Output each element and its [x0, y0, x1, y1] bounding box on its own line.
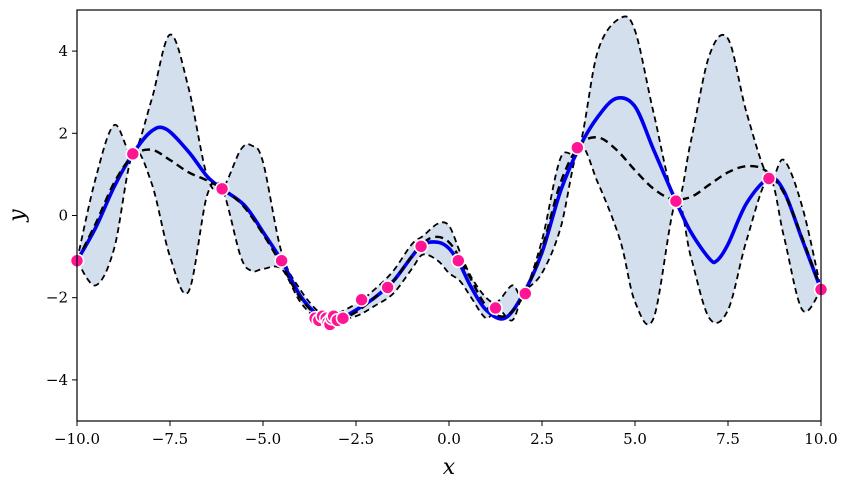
- observation-point: [488, 300, 503, 316]
- y-axis: −4 −2 0 2 4: [46, 42, 77, 389]
- y-tick-label: −4: [46, 371, 68, 389]
- observation-point: [413, 239, 429, 254]
- y-tick-label: 4: [58, 42, 68, 60]
- x-axis: −10.0 −7.5 −5.0 −2.5 0.0 2.5 5.0 7.5 10.0: [54, 421, 838, 448]
- confidence-band-layer: [77, 15, 821, 326]
- x-tick-label: −5.0: [245, 430, 281, 448]
- true-function-line: [77, 136, 821, 322]
- y-tick-label: 0: [58, 207, 68, 225]
- observation-point: [668, 193, 684, 209]
- posterior-mean-line: [77, 95, 821, 324]
- y-axis-label: y: [5, 209, 30, 223]
- observation-point: [125, 146, 141, 162]
- x-tick-label: 5.0: [623, 430, 647, 448]
- x-tick-label: 10.0: [804, 430, 837, 448]
- series-layer: [77, 95, 821, 324]
- observation-point: [570, 140, 585, 155]
- x-tick-label: 2.5: [530, 430, 554, 448]
- confidence-band: [77, 16, 821, 325]
- x-tick-label: 0.0: [437, 430, 461, 448]
- lower-bound-line: [77, 145, 821, 326]
- observation-point: [450, 253, 466, 269]
- observation-point: [517, 286, 533, 301]
- x-axis-label: x: [443, 455, 456, 480]
- x-tick-label: −7.5: [152, 430, 188, 448]
- x-tick-label: −10.0: [54, 430, 100, 448]
- observation-point: [274, 253, 289, 269]
- y-tick-label: −2: [46, 289, 68, 307]
- observation-point: [214, 181, 230, 197]
- upper-bound-line: [77, 15, 821, 318]
- y-tick-label: 2: [58, 124, 68, 142]
- x-tick-label: 7.5: [716, 430, 740, 448]
- observation-point: [761, 171, 777, 186]
- observation-point: [354, 292, 369, 308]
- observation-point: [380, 280, 395, 295]
- observation-point: [335, 310, 351, 326]
- x-tick-label: −2.5: [338, 430, 374, 448]
